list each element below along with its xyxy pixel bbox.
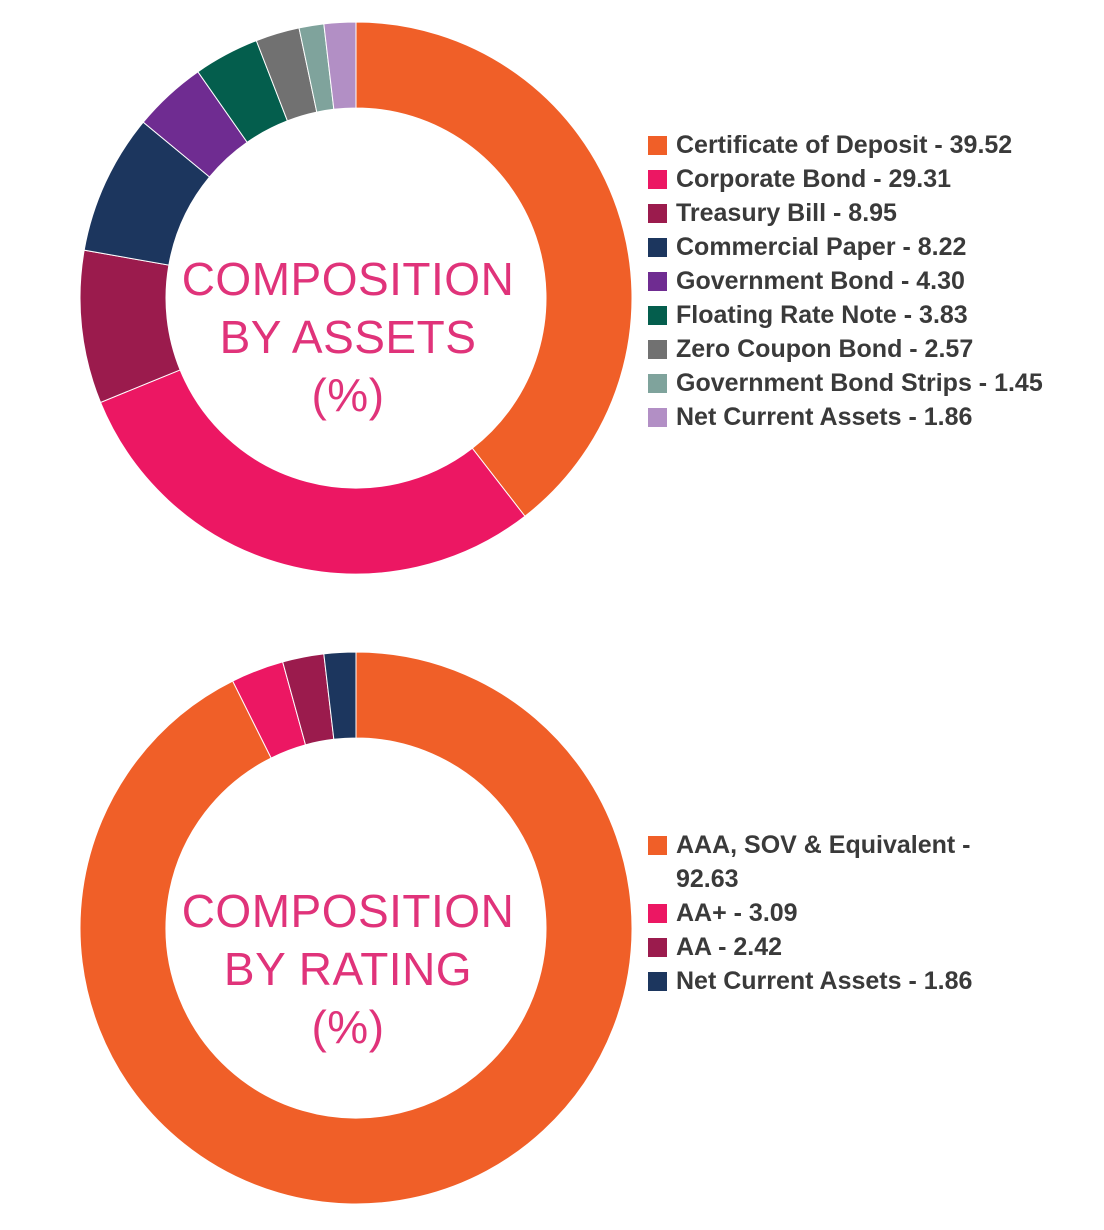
rating-legend-label: AA+ - 3.09	[676, 899, 798, 927]
rating-legend-swatch	[648, 904, 667, 923]
rating-legend-label: Net Current Assets - 1.86	[676, 967, 973, 995]
assets-legend-swatch	[648, 136, 667, 155]
assets-legend-item: Zero Coupon Bond - 2.57	[648, 332, 1043, 366]
assets-title-line-1: COMPOSITION	[181, 253, 515, 305]
assets-center-title: COMPOSITION BY ASSETS (%)	[168, 250, 528, 424]
assets-legend-swatch	[648, 272, 667, 291]
rating-legend: AAA, SOV & Equivalent - 92.63 AA+ - 3.09 AA…	[648, 828, 972, 998]
assets-legend-item: Net Current Assets - 1.86	[648, 400, 1043, 434]
assets-slice-net-current-assets	[323, 21, 357, 110]
assets-legend-label: Commercial Paper - 8.22	[676, 233, 967, 261]
assets-legend-swatch	[648, 408, 667, 427]
assets-legend-label: Government Bond - 4.30	[676, 267, 965, 295]
assets-legend-item: Corporate Bond - 29.31	[648, 162, 1043, 196]
rating-composition-chart: COMPOSITION BY RATING (%) AAA, SOV & Equ…	[0, 630, 1104, 1230]
rating-legend-item: AA+ - 3.09	[648, 896, 972, 930]
rating-legend-label: 92.63	[676, 865, 739, 893]
rating-legend-swatch	[648, 972, 667, 991]
rating-slice-aaa-sov-equivalent	[79, 651, 633, 1205]
assets-legend-label: Net Current Assets - 1.86	[676, 403, 973, 431]
assets-slice-certificate-of-deposit	[355, 21, 633, 517]
assets-title-line-2: BY ASSETS	[219, 311, 477, 363]
assets-legend-label: Treasury Bill - 8.95	[676, 199, 897, 227]
rating-legend-item: AAA, SOV & Equivalent - 92.63	[648, 828, 972, 896]
assets-legend-label: Certificate of Deposit - 39.52	[676, 131, 1013, 159]
assets-legend-label: Government Bond Strips - 1.45	[676, 369, 1043, 397]
assets-legend-item: Government Bond - 4.30	[648, 264, 1043, 298]
rating-legend-label: AAA, SOV & Equivalent -	[676, 831, 971, 859]
assets-legend-swatch	[648, 170, 667, 189]
rating-legend-item: AA - 2.42	[648, 930, 972, 964]
assets-legend-swatch	[648, 374, 667, 393]
assets-legend-label: Zero Coupon Bond - 2.57	[676, 335, 974, 363]
assets-legend-swatch	[648, 306, 667, 325]
rating-center-title: COMPOSITION BY RATING (%)	[168, 882, 528, 1056]
rating-legend-swatch	[648, 836, 667, 855]
assets-legend: Certificate of Deposit - 39.52 Corporate …	[648, 128, 1043, 434]
assets-legend-label: Floating Rate Note - 3.83	[676, 301, 968, 329]
rating-title-line-1: COMPOSITION	[181, 885, 515, 937]
rating-legend-item: Net Current Assets - 1.86	[648, 964, 972, 998]
rating-title-line-3: (%)	[311, 1001, 385, 1053]
assets-title-line-3: (%)	[311, 369, 385, 421]
assets-legend-label: Corporate Bond - 29.31	[676, 165, 952, 193]
assets-legend-swatch	[648, 340, 667, 359]
rating-donut	[79, 651, 633, 1205]
assets-composition-chart: COMPOSITION BY ASSETS (%) Certificate of…	[0, 0, 1104, 600]
rating-slice-net-current-assets	[323, 651, 357, 740]
assets-legend-swatch	[648, 238, 667, 257]
rating-legend-swatch	[648, 938, 667, 957]
assets-legend-item: Commercial Paper - 8.22	[648, 230, 1043, 264]
rating-legend-label: AA - 2.42	[676, 933, 783, 961]
rating-title-line-2: BY RATING	[223, 943, 473, 995]
assets-legend-swatch	[648, 204, 667, 223]
assets-legend-item: Floating Rate Note - 3.83	[648, 298, 1043, 332]
assets-legend-item: Certificate of Deposit - 39.52	[648, 128, 1043, 162]
assets-legend-item: Treasury Bill - 8.95	[648, 196, 1043, 230]
assets-donut	[79, 21, 633, 575]
assets-legend-item: Government Bond Strips - 1.45	[648, 366, 1043, 400]
assets-slice-corporate-bond	[99, 369, 526, 575]
